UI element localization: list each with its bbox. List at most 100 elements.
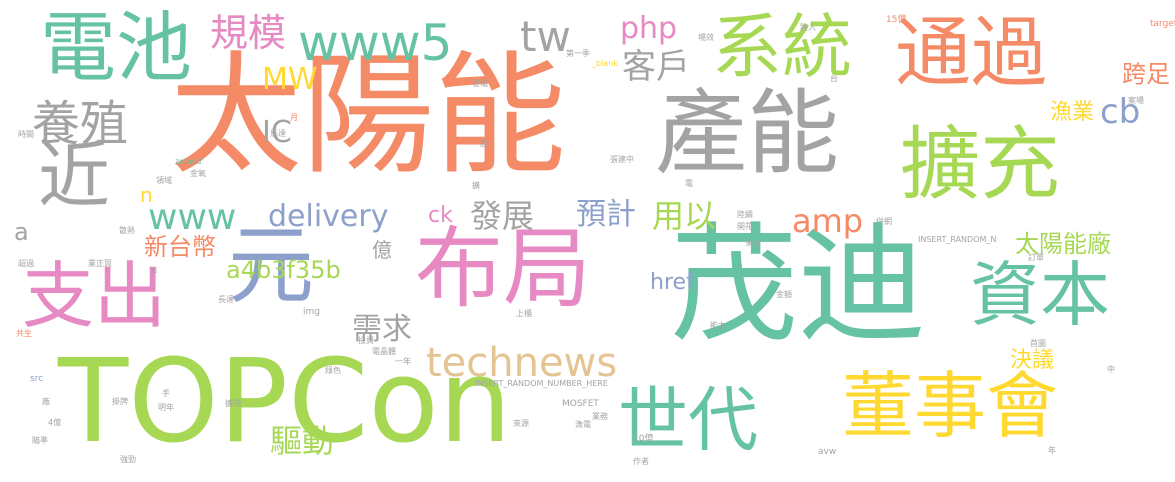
word-34: 新台幣 xyxy=(144,233,216,261)
word-0: 太陽能 xyxy=(170,39,566,193)
word-10: 董事會 xyxy=(842,364,1059,448)
word-21: 規模 xyxy=(210,11,287,55)
word-46: MOSFET xyxy=(562,399,599,409)
word-91: 明年 xyxy=(158,403,174,412)
word-99: 強勁 xyxy=(120,455,136,464)
word-57: 發電 xyxy=(472,79,488,88)
word-73: 開花 xyxy=(737,222,753,231)
word-45: INSERT_RANDOM_N xyxy=(918,235,997,244)
word-71: 散熱 xyxy=(119,226,135,235)
word-42: a xyxy=(14,218,29,246)
word-64: 馬達 xyxy=(270,129,286,138)
word-8: 系統 xyxy=(712,6,852,88)
word-85: 首圖 xyxy=(1030,339,1046,348)
word-80: 長達 xyxy=(218,295,234,304)
word-51: src xyxy=(30,374,44,384)
word-25: IC xyxy=(262,115,292,150)
word-36: 跨足 xyxy=(1122,60,1170,88)
word-60: 電 xyxy=(685,179,693,188)
word-26: amp xyxy=(792,202,864,240)
word-44: INSERT_RANDOM_NUMBER_HERE xyxy=(475,379,608,388)
word-70: 擴 xyxy=(472,181,480,190)
word-87: 綠色 xyxy=(325,366,341,375)
word-72: 陸續 xyxy=(737,210,753,219)
word-14: 近 xyxy=(38,134,111,218)
word-15: www5 xyxy=(298,14,453,72)
word-76: 業正賀 xyxy=(88,259,112,268)
word-4: 產能 xyxy=(655,80,840,187)
word-63: 月 xyxy=(290,113,298,122)
word-100: 作者 xyxy=(633,457,649,466)
word-49: target xyxy=(1150,19,1175,29)
word-93: 業務 xyxy=(592,412,608,421)
word-11: 世代 xyxy=(618,379,758,461)
word-39: 決議 xyxy=(1010,348,1055,373)
word-61: 案場 xyxy=(1128,96,1144,105)
word-23: 客戶 xyxy=(622,47,690,87)
word-75: 超過 xyxy=(18,259,34,268)
word-29: 驅動 xyxy=(270,422,335,460)
word-9: 資本 xyxy=(970,254,1110,336)
word-48: _blank xyxy=(592,59,618,68)
word-54: 10億 xyxy=(633,434,654,444)
word-13: 元 xyxy=(228,216,314,316)
word-19: delivery xyxy=(268,199,389,234)
word-67: 領域 xyxy=(156,176,172,185)
word-43: n xyxy=(140,183,153,207)
word-12: 支出 xyxy=(22,254,167,338)
word-32: 用以 xyxy=(652,197,717,235)
word-35: 太陽能廠 xyxy=(1015,230,1111,258)
word-82: 金額 xyxy=(776,290,792,299)
word-1: 茂迪 xyxy=(670,211,927,360)
word-98: 漁電 xyxy=(575,420,591,429)
word-86: 共生 xyxy=(16,329,32,338)
word-53: 15億 xyxy=(886,15,907,25)
word-47: zoneid xyxy=(175,157,202,166)
word-3: 布局 xyxy=(415,217,592,320)
word-94: 4億 xyxy=(48,418,62,427)
word-102: 台 xyxy=(830,74,838,83)
word-79: 半 xyxy=(150,267,158,276)
word-18: www xyxy=(148,197,237,238)
word-33: a4b3f35b xyxy=(226,256,341,284)
word-74: 併網 xyxy=(876,217,892,226)
word-68: 金氧 xyxy=(190,169,206,178)
word-28: 需求 xyxy=(352,312,412,347)
word-50: img xyxy=(303,307,320,317)
word-59: 場效 xyxy=(698,33,714,42)
word-58: 跨入 xyxy=(800,23,816,32)
word-65: 投資 xyxy=(358,336,374,345)
word-84: 電晶體 xyxy=(372,347,396,356)
word-96: 手 xyxy=(162,389,170,398)
word-40: ck xyxy=(428,203,453,228)
word-83: 能力 xyxy=(710,321,726,330)
word-95: 瞄準 xyxy=(32,436,48,445)
word-92: 擴問 xyxy=(225,399,241,408)
word-56: 第一季 xyxy=(566,49,590,58)
word-52: avw xyxy=(818,447,837,457)
word-77: 未來 xyxy=(745,239,761,248)
word-78: 訂單 xyxy=(1028,253,1044,262)
word-16: 養殖 xyxy=(32,96,129,152)
word-97: 來源 xyxy=(513,419,529,428)
word-55: 一年 xyxy=(395,357,411,366)
word-101: 年 xyxy=(1048,446,1056,455)
word-24: MW xyxy=(262,62,318,97)
word-89: 廠 xyxy=(42,397,50,406)
word-41: 億 xyxy=(372,238,392,262)
word-30: 發展 xyxy=(470,197,535,235)
word-66: 設 xyxy=(480,139,488,148)
word-22: php xyxy=(620,11,678,46)
word-88: 中 xyxy=(1107,365,1115,374)
word-7: 通過 xyxy=(895,8,1047,97)
word-37: 漁業 xyxy=(1050,100,1095,125)
word-6: 電池 xyxy=(40,3,192,92)
word-62: 時間 xyxy=(18,130,34,139)
word-2: TOPCon xyxy=(58,335,512,469)
word-27: cb xyxy=(1100,92,1141,132)
word-20: tw xyxy=(520,12,571,61)
word-69: 張建中 xyxy=(610,155,634,164)
word-81: 上櫃 xyxy=(516,309,532,318)
word-5: 擴充 xyxy=(900,118,1060,211)
